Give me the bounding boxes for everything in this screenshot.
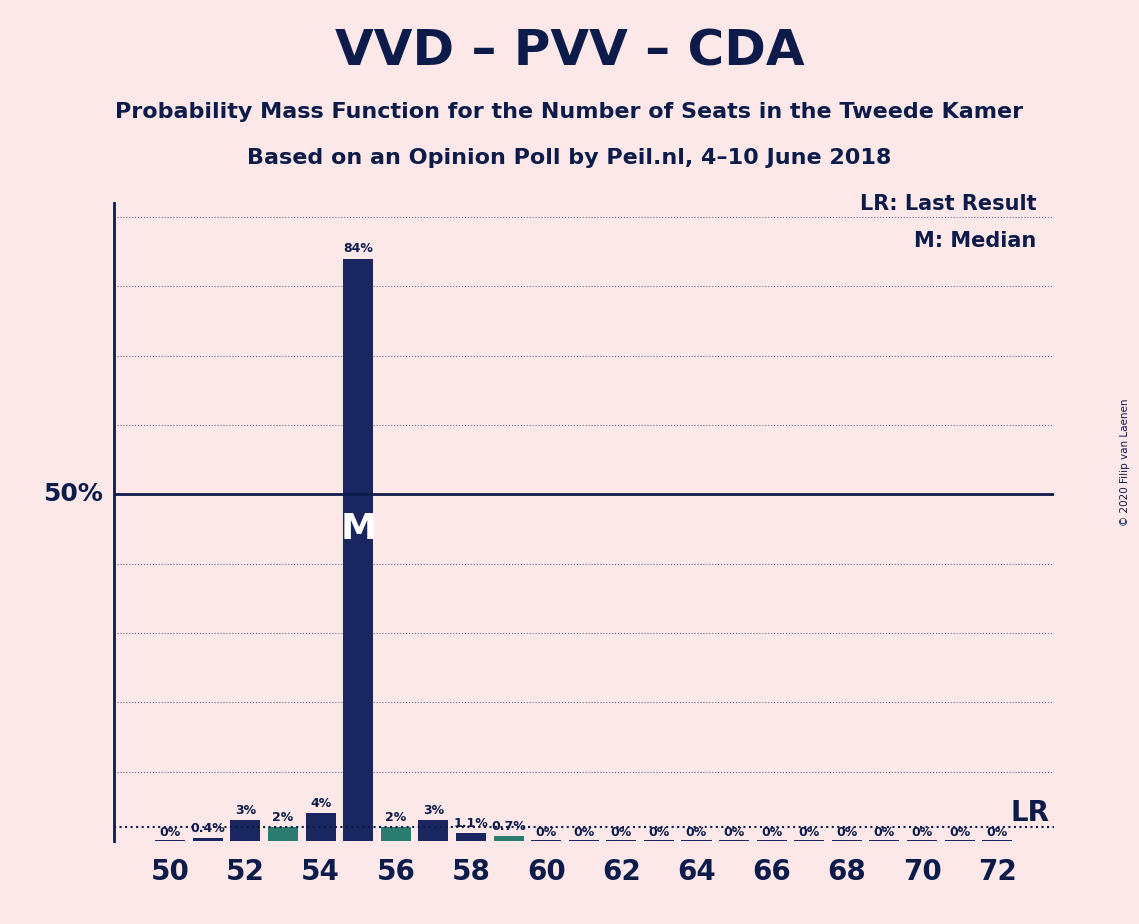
Text: 0%: 0% bbox=[686, 826, 707, 839]
Bar bbox=[343, 259, 374, 841]
Text: Based on an Opinion Poll by Peil.nl, 4–10 June 2018: Based on an Opinion Poll by Peil.nl, 4–1… bbox=[247, 148, 892, 168]
Bar bbox=[268, 827, 298, 841]
Text: 84%: 84% bbox=[343, 242, 374, 255]
Bar bbox=[230, 821, 261, 841]
Bar bbox=[456, 833, 486, 841]
Text: © 2020 Filip van Laenen: © 2020 Filip van Laenen bbox=[1121, 398, 1130, 526]
Text: 0%: 0% bbox=[611, 826, 632, 839]
Text: 1.1%: 1.1% bbox=[453, 817, 489, 830]
Text: 0%: 0% bbox=[836, 826, 858, 839]
Text: LR: LR bbox=[1010, 799, 1050, 827]
Bar bbox=[305, 813, 336, 841]
Text: 0%: 0% bbox=[798, 826, 820, 839]
Text: 0%: 0% bbox=[159, 826, 181, 839]
Bar bbox=[192, 838, 223, 841]
Text: 0%: 0% bbox=[874, 826, 895, 839]
Text: 0.7%: 0.7% bbox=[491, 820, 526, 833]
Text: 0%: 0% bbox=[986, 826, 1008, 839]
Text: 0%: 0% bbox=[723, 826, 745, 839]
Bar bbox=[493, 836, 524, 841]
Text: 3%: 3% bbox=[235, 804, 256, 817]
Text: VVD – PVV – CDA: VVD – PVV – CDA bbox=[335, 28, 804, 76]
Text: 2%: 2% bbox=[272, 810, 294, 823]
Text: 0.4%: 0.4% bbox=[190, 821, 226, 834]
Text: LR: Last Result: LR: Last Result bbox=[860, 194, 1036, 214]
Text: M: M bbox=[341, 512, 376, 546]
Bar bbox=[418, 821, 449, 841]
Text: 0%: 0% bbox=[949, 826, 970, 839]
Text: 0%: 0% bbox=[535, 826, 557, 839]
Text: 0%: 0% bbox=[761, 826, 782, 839]
Bar bbox=[380, 827, 411, 841]
Text: 4%: 4% bbox=[310, 796, 331, 809]
Text: 50%: 50% bbox=[43, 482, 103, 506]
Text: 0%: 0% bbox=[648, 826, 670, 839]
Text: M: Median: M: Median bbox=[915, 231, 1036, 251]
Text: Probability Mass Function for the Number of Seats in the Tweede Kamer: Probability Mass Function for the Number… bbox=[115, 102, 1024, 122]
Text: 0%: 0% bbox=[911, 826, 933, 839]
Text: 0%: 0% bbox=[573, 826, 595, 839]
Text: 3%: 3% bbox=[423, 804, 444, 817]
Text: 2%: 2% bbox=[385, 810, 407, 823]
